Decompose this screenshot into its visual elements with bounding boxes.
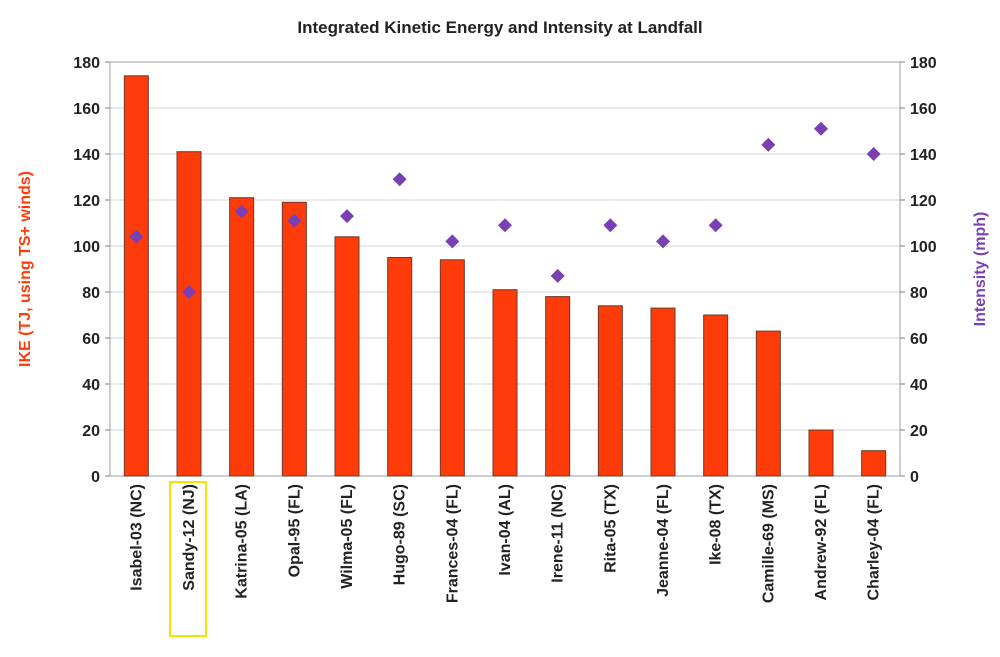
category-label: Charley-04 (FL): [866, 484, 883, 600]
right-axis-label: Intensity (mph): [972, 212, 989, 327]
left-tick-label: 40: [82, 377, 100, 394]
category-label: Camille-69 (MS): [760, 484, 777, 603]
category-label: Katrina-05 (LA): [234, 484, 251, 599]
highlight-box-layer: [169, 481, 207, 637]
category-label: Jeanne-04 (FL): [655, 484, 672, 597]
bar-jeanne-04-fl: [650, 307, 676, 477]
right-tick-label: 60: [910, 331, 928, 348]
right-tick-label: 120: [910, 193, 937, 210]
left-tick-label: 0: [91, 469, 100, 486]
left-tick-label: 160: [73, 101, 100, 118]
right-tick-label: 160: [910, 101, 937, 118]
intensity-marker-wilma-05-fl: [340, 209, 354, 224]
bar-frances-04-fl: [439, 259, 465, 477]
left-tick-label: 20: [82, 423, 100, 440]
category-label: Wilma-05 (FL): [339, 484, 356, 589]
bar-camille-69-ms: [755, 330, 781, 477]
bar-charley-04-fl: [861, 450, 887, 477]
intensity-marker-opal-95-fl: [287, 213, 302, 228]
bar-ivan-04-al: [492, 289, 518, 477]
right-axis-ticks: 0 20 40 60 80 100 120 140 160 180: [900, 55, 937, 486]
category-label: Isabel-03 (NC): [128, 484, 145, 591]
right-tick-label: 0: [910, 469, 919, 486]
bar-rita-05-tx: [597, 305, 623, 477]
left-tick-label: 180: [73, 55, 100, 72]
category-label: Ivan-04 (AL): [497, 484, 514, 576]
intensity-marker-andrew-92-fl: [814, 121, 828, 136]
category-label: Andrew-92 (FL): [813, 484, 830, 600]
intensity-marker-ivan-04-al: [498, 218, 512, 233]
intensity-marker-jeanne-04-fl: [656, 234, 670, 249]
intensity-marker-charley-04-fl: [866, 147, 881, 161]
bar-ike-08-tx: [703, 314, 729, 477]
bar-isabel-03-nc: [123, 75, 149, 477]
category-label: Rita-05 (TX): [602, 484, 619, 573]
right-tick-label: 100: [910, 239, 937, 256]
category-label: Ike-08 (TX): [708, 484, 725, 565]
category-label: Sandy-12 (NJ): [181, 484, 198, 591]
right-tick-label: 140: [910, 147, 937, 164]
category-label: Opal-95 (FL): [286, 484, 303, 577]
left-tick-label: 80: [82, 285, 100, 302]
bar-series: [123, 75, 887, 477]
highlight-box: [169, 481, 207, 637]
chart-title: Integrated Kinetic Energy and Intensity …: [297, 18, 702, 37]
intensity-marker-frances-04-fl: [445, 234, 460, 249]
category-label: Irene-11 (NC): [550, 484, 567, 583]
intensity-marker-katrina-05-la: [234, 204, 249, 219]
right-tick-label: 80: [910, 285, 928, 302]
intensity-marker-irene-11-nc: [550, 268, 565, 283]
intensity-marker-ike-08-tx: [708, 218, 723, 233]
right-tick-label: 20: [910, 423, 928, 440]
bar-wilma-05-fl: [334, 236, 360, 477]
intensity-marker-sandy-12-nj: [182, 285, 196, 299]
intensity-marker-camille-69-ms: [761, 137, 776, 152]
intensity-marker-isabel-03-nc: [129, 229, 144, 244]
bar-hugo-89-sc: [387, 257, 413, 477]
left-tick-label: 100: [73, 239, 100, 256]
bar-andrew-92-fl: [808, 429, 834, 477]
left-tick-label: 60: [82, 331, 100, 348]
left-tick-label: 120: [73, 193, 100, 210]
intensity-marker-rita-05-tx: [603, 218, 618, 233]
left-axis-ticks: 0 20 40 60 80 100 120 140 160 180: [73, 55, 110, 486]
bar-sandy-12-nj: [176, 151, 202, 477]
left-tick-label: 140: [73, 147, 100, 164]
right-tick-label: 40: [910, 377, 928, 394]
bar-irene-11-nc: [545, 296, 571, 477]
category-label: Frances-04 (FL): [444, 484, 461, 603]
bar-katrina-05-la: [229, 197, 255, 477]
left-axis-label: IKE (TJ, using TS+ winds): [17, 171, 34, 367]
category-label: Hugo-89 (SC): [392, 484, 409, 585]
category-labels: Isabel-03 (NC) Sandy-12 (NJ) Katrina-05 (L…: [128, 484, 882, 603]
right-tick-label: 180: [910, 55, 937, 72]
intensity-series: [129, 121, 881, 299]
intensity-marker-hugo-89-sc: [392, 172, 407, 187]
bar-opal-95-fl: [281, 201, 307, 477]
